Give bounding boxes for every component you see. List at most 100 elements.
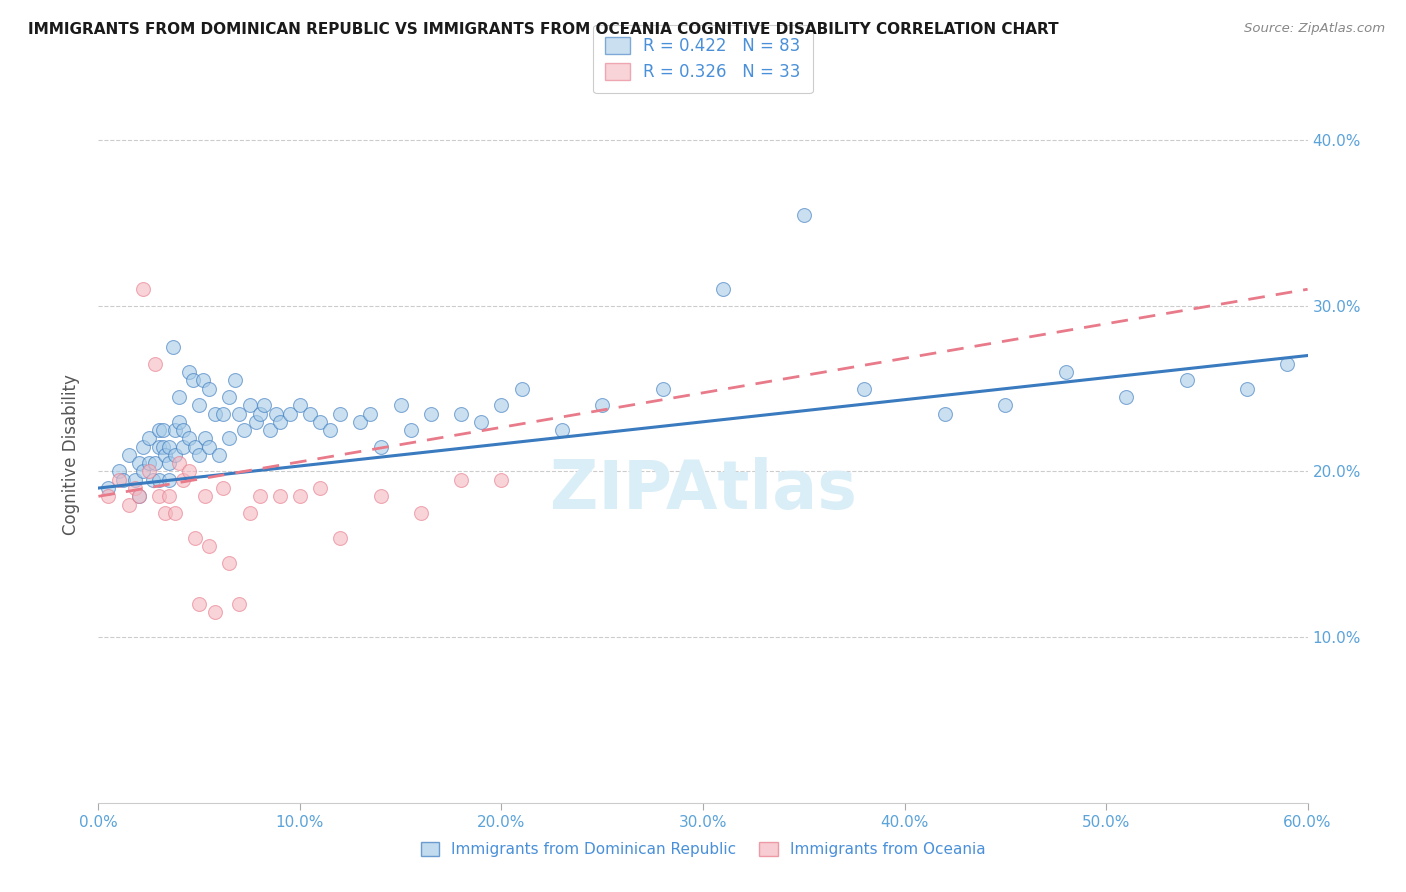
Point bbox=[253, 398, 276, 412]
Point bbox=[551, 423, 574, 437]
Point bbox=[179, 365, 201, 379]
Point bbox=[309, 481, 332, 495]
Point bbox=[194, 489, 217, 503]
Point bbox=[228, 597, 250, 611]
Point bbox=[172, 473, 194, 487]
Point bbox=[329, 531, 352, 545]
Point bbox=[118, 448, 141, 462]
Point bbox=[218, 431, 240, 445]
Point bbox=[288, 489, 311, 503]
Point bbox=[239, 506, 262, 520]
Y-axis label: Cognitive Disability: Cognitive Disability bbox=[62, 375, 80, 535]
Point bbox=[299, 407, 322, 421]
Point bbox=[239, 398, 262, 412]
Point bbox=[224, 373, 246, 387]
Point bbox=[163, 448, 186, 462]
Point bbox=[249, 489, 271, 503]
Point bbox=[179, 431, 201, 445]
Point bbox=[107, 473, 129, 487]
Point bbox=[370, 489, 392, 503]
Point bbox=[409, 506, 432, 520]
Point bbox=[138, 431, 160, 445]
Point bbox=[228, 407, 250, 421]
Point bbox=[132, 440, 155, 454]
Point bbox=[128, 489, 150, 503]
Point bbox=[107, 465, 129, 479]
Point bbox=[138, 456, 160, 470]
Point bbox=[153, 506, 176, 520]
Point bbox=[157, 440, 180, 454]
Point bbox=[934, 407, 956, 421]
Point bbox=[198, 382, 221, 396]
Point bbox=[153, 448, 176, 462]
Point bbox=[370, 440, 392, 454]
Point bbox=[249, 407, 271, 421]
Point bbox=[329, 407, 352, 421]
Text: Source: ZipAtlas.com: Source: ZipAtlas.com bbox=[1244, 22, 1385, 36]
Point bbox=[148, 489, 170, 503]
Point bbox=[172, 440, 194, 454]
Point bbox=[288, 398, 311, 412]
Point bbox=[259, 423, 281, 437]
Legend: Immigrants from Dominican Republic, Immigrants from Oceania: Immigrants from Dominican Republic, Immi… bbox=[413, 834, 993, 864]
Point bbox=[510, 382, 533, 396]
Point bbox=[269, 489, 291, 503]
Point bbox=[162, 340, 184, 354]
Point bbox=[132, 282, 155, 296]
Point bbox=[491, 398, 513, 412]
Point bbox=[264, 407, 287, 421]
Point bbox=[132, 465, 155, 479]
Point bbox=[212, 407, 235, 421]
Point bbox=[450, 407, 472, 421]
Point bbox=[181, 373, 204, 387]
Point bbox=[97, 489, 120, 503]
Point bbox=[157, 489, 180, 503]
Point bbox=[184, 531, 207, 545]
Point bbox=[124, 473, 146, 487]
Point bbox=[232, 423, 254, 437]
Point bbox=[157, 456, 180, 470]
Point bbox=[470, 415, 492, 429]
Point bbox=[124, 481, 146, 495]
Point bbox=[143, 357, 166, 371]
Point bbox=[204, 407, 226, 421]
Point bbox=[399, 423, 422, 437]
Point bbox=[148, 473, 170, 487]
Point bbox=[167, 456, 190, 470]
Point bbox=[278, 407, 301, 421]
Point bbox=[179, 465, 201, 479]
Point bbox=[1175, 373, 1198, 387]
Point bbox=[269, 415, 291, 429]
Point bbox=[651, 382, 673, 396]
Point bbox=[360, 407, 382, 421]
Point bbox=[163, 423, 186, 437]
Point bbox=[309, 415, 332, 429]
Point bbox=[152, 423, 174, 437]
Text: IMMIGRANTS FROM DOMINICAN REPUBLIC VS IMMIGRANTS FROM OCEANIA COGNITIVE DISABILI: IMMIGRANTS FROM DOMINICAN REPUBLIC VS IM… bbox=[28, 22, 1059, 37]
Point bbox=[163, 506, 186, 520]
Point bbox=[1277, 357, 1299, 371]
Point bbox=[142, 473, 165, 487]
Point bbox=[148, 423, 170, 437]
Point bbox=[198, 539, 221, 553]
Point bbox=[389, 398, 412, 412]
Point bbox=[188, 448, 211, 462]
Point bbox=[143, 456, 166, 470]
Point bbox=[111, 473, 134, 487]
Point bbox=[793, 208, 815, 222]
Point bbox=[188, 597, 211, 611]
Point bbox=[194, 431, 217, 445]
Point bbox=[184, 440, 207, 454]
Point bbox=[167, 415, 190, 429]
Point bbox=[128, 456, 150, 470]
Point bbox=[167, 390, 190, 404]
Point bbox=[212, 481, 235, 495]
Point bbox=[218, 390, 240, 404]
Point bbox=[97, 481, 120, 495]
Point bbox=[491, 473, 513, 487]
Point bbox=[349, 415, 371, 429]
Point bbox=[128, 489, 150, 503]
Point bbox=[198, 440, 221, 454]
Point bbox=[188, 398, 211, 412]
Text: ZIPAtlas: ZIPAtlas bbox=[550, 457, 856, 523]
